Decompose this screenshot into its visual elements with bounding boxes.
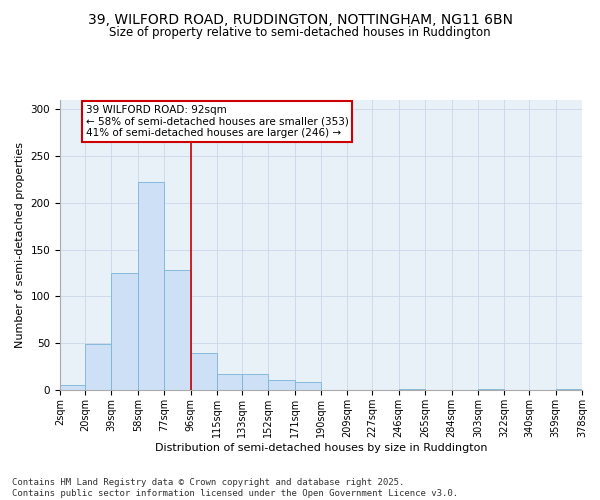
Bar [138,182,164,390]
Bar [399,389,425,390]
Bar [191,352,217,390]
Bar [295,382,321,390]
Bar [164,270,191,390]
Bar [478,389,504,390]
Bar [60,386,85,390]
Text: 39, WILFORD ROAD, RUDDINGTON, NOTTINGHAM, NG11 6BN: 39, WILFORD ROAD, RUDDINGTON, NOTTINGHAM… [88,12,512,26]
Text: 39 WILFORD ROAD: 92sqm
← 58% of semi-detached houses are smaller (353)
41% of se: 39 WILFORD ROAD: 92sqm ← 58% of semi-det… [86,104,349,138]
Text: Size of property relative to semi-detached houses in Ruddington: Size of property relative to semi-detach… [109,26,491,39]
Bar [217,374,242,390]
Bar [85,344,112,390]
Bar [268,380,295,390]
Y-axis label: Number of semi-detached properties: Number of semi-detached properties [15,142,25,348]
X-axis label: Distribution of semi-detached houses by size in Ruddington: Distribution of semi-detached houses by … [155,442,487,452]
Bar [556,389,582,390]
Text: Contains HM Land Registry data © Crown copyright and database right 2025.
Contai: Contains HM Land Registry data © Crown c… [12,478,458,498]
Bar [242,374,268,390]
Bar [112,273,138,390]
